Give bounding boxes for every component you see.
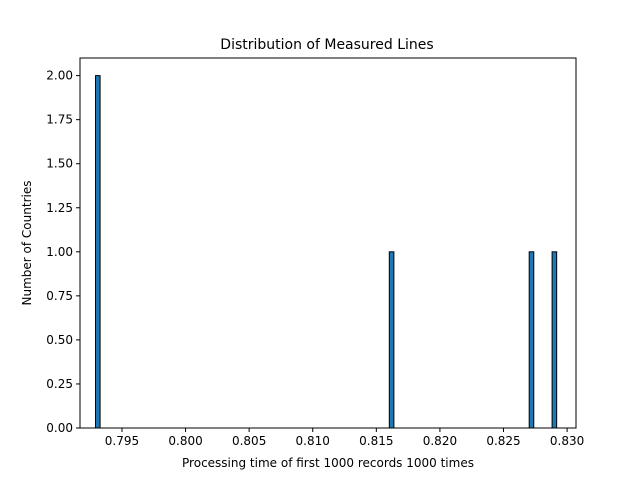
plot-area-frame	[79, 57, 577, 429]
histogram-bar	[551, 251, 558, 429]
x-tick-label: 0.825	[486, 434, 520, 448]
x-tick-label: 0.800	[168, 434, 202, 448]
y-tick-label: 2.00	[46, 69, 73, 83]
y-tick-label: 0.00	[46, 421, 73, 435]
y-tick-label: 0.75	[46, 289, 73, 303]
x-tick-label: 0.795	[105, 434, 139, 448]
y-tick-label: 0.50	[46, 333, 73, 347]
x-axis: 0.795 0.800 0.805 0.810 0.815 0.820 0.825 0.830	[105, 428, 584, 448]
y-axis: 0.00 0.25 0.50 0.75 1.00 1.25 1.50 1.75 2.00	[46, 69, 80, 435]
histogram-bar	[388, 251, 395, 429]
y-tick-label: 1.25	[46, 201, 73, 215]
x-tick-label: 0.805	[232, 434, 266, 448]
y-tick-label: 1.75	[46, 113, 73, 127]
y-axis-title: Number of Countries	[20, 181, 34, 306]
x-tick-label: 0.830	[550, 434, 584, 448]
chart-title: Distribution of Measured Lines	[220, 37, 433, 53]
histogram-bar	[95, 75, 101, 429]
y-tick-label: 1.00	[46, 245, 73, 259]
x-axis-title: Processing time of first 1000 records 10…	[182, 456, 474, 470]
x-tick-label: 0.820	[423, 434, 457, 448]
x-tick-label: 0.810	[296, 434, 330, 448]
histogram-bar	[528, 251, 535, 429]
x-tick-label: 0.815	[359, 434, 393, 448]
y-tick-label: 0.25	[46, 377, 73, 391]
y-tick-label: 1.50	[46, 157, 73, 171]
